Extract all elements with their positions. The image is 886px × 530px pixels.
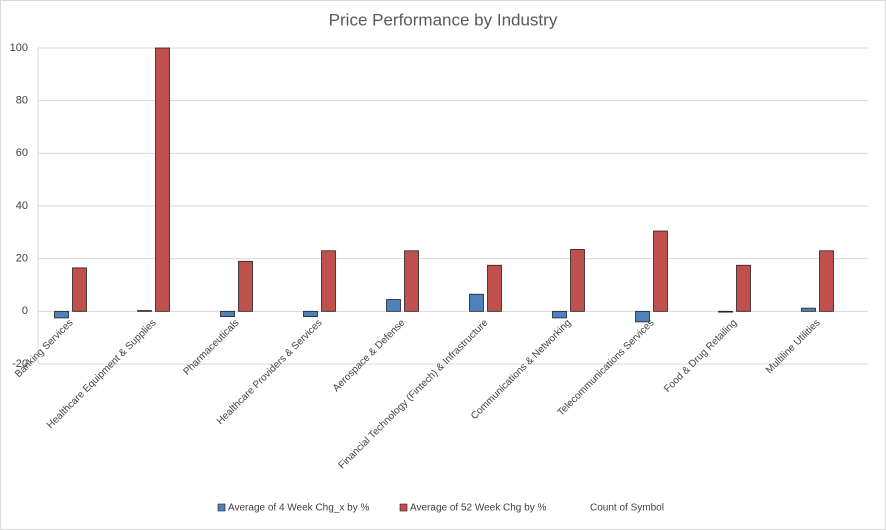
y-tick-label: 0 — [22, 305, 28, 317]
y-tick-label: 20 — [16, 253, 28, 265]
y-tick-label: 60 — [16, 147, 28, 159]
bar — [220, 310, 235, 318]
bar — [321, 250, 336, 312]
bar — [404, 250, 419, 312]
legend-label: Count of Symbol — [590, 503, 664, 514]
bar — [801, 307, 816, 312]
bar — [635, 310, 650, 323]
chart-title: Price Performance by Industry — [329, 10, 558, 29]
legend-label: Average of 4 Week Chg_x by % — [228, 503, 369, 514]
bar — [54, 310, 69, 319]
y-tick-label: 100 — [10, 42, 28, 54]
bar — [386, 299, 401, 312]
bar — [72, 267, 87, 312]
bar — [552, 310, 567, 319]
bar — [155, 47, 170, 312]
bar — [469, 293, 484, 312]
bar — [137, 310, 152, 312]
bar — [570, 249, 585, 312]
bar — [487, 264, 502, 312]
bar — [653, 230, 668, 312]
y-tick-label: -20 — [12, 358, 28, 370]
legend-swatch — [217, 503, 226, 512]
bar — [718, 310, 733, 313]
y-tick-label: 80 — [16, 95, 28, 107]
legend-label: Average of 52 Week Chg by % — [410, 503, 546, 514]
bar — [303, 310, 318, 318]
bar — [736, 264, 751, 312]
legend-swatch — [399, 503, 408, 512]
bar — [819, 250, 834, 312]
y-tick-label: 40 — [16, 200, 28, 212]
bar — [238, 260, 253, 312]
